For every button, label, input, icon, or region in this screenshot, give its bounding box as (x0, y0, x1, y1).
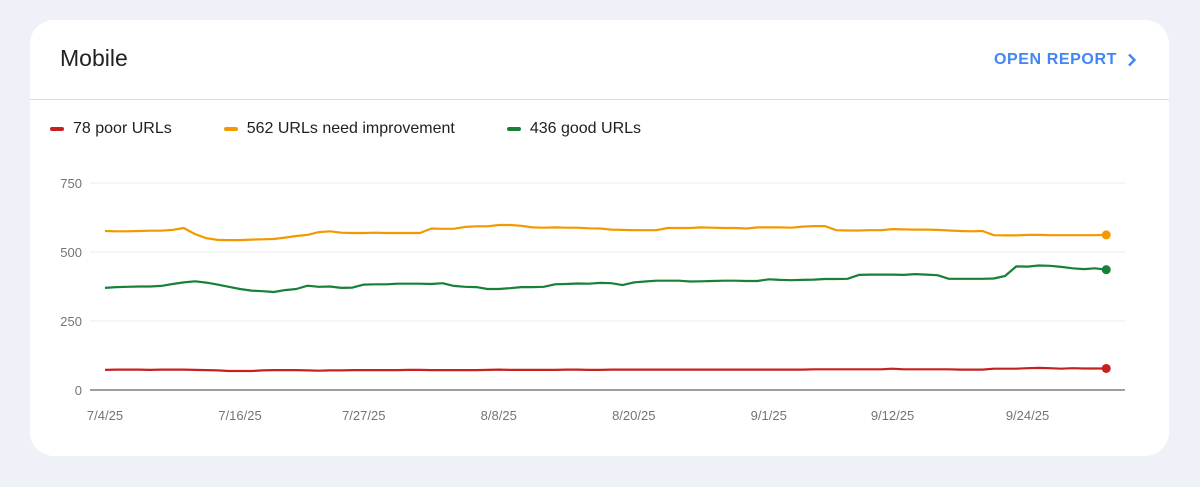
x-tick-label: 9/12/25 (871, 408, 914, 423)
good-swatch (506, 127, 521, 131)
legend-poor-label: 78 poor URLs (73, 120, 172, 137)
header-divider (30, 99, 1169, 100)
legend-need-improvement[interactable]: 562 URLs need improvement (223, 120, 455, 138)
poor-swatch (50, 127, 64, 131)
series-end-point-2 (1101, 265, 1111, 275)
x-tick-label: 8/8/25 (481, 408, 517, 423)
y-tick-label: 250 (60, 314, 82, 329)
series-line-2 (104, 264, 1107, 294)
legend-good[interactable]: 436 good URLs (506, 120, 642, 138)
series-line-1 (104, 223, 1107, 242)
legend-good-label: 436 good URLs (529, 120, 642, 137)
y-tick-label: 750 (60, 176, 82, 191)
legend-poor[interactable]: 78 poor URLs (50, 120, 172, 138)
chart-legend: 78 poor URLs 562 URLs need improvement 4… (50, 120, 693, 138)
series-line-0 (104, 366, 1107, 373)
x-tick-label: 9/1/25 (751, 408, 787, 423)
y-tick-label: 0 (75, 383, 82, 398)
series-end-point-0 (1101, 363, 1111, 373)
open-report-button[interactable]: OPEN REPORT (994, 51, 1137, 69)
x-tick-label: 7/27/25 (342, 408, 385, 423)
y-tick-label: 500 (60, 245, 82, 260)
x-tick-label: 8/20/25 (612, 408, 655, 423)
open-report-label: OPEN REPORT (993, 51, 1117, 68)
x-tick-label: 7/16/25 (218, 408, 261, 423)
need-improvement-swatch (223, 127, 238, 131)
mobile-card: Mobile OPEN REPORT 78 poor URLs 562 URLs… (30, 20, 1169, 456)
x-tick-label: 7/4/25 (87, 408, 123, 423)
x-tick-label: 9/24/25 (1006, 408, 1049, 423)
chevron-right-icon (1128, 53, 1137, 67)
legend-need-improvement-label: 562 URLs need improvement (246, 120, 455, 137)
card-title: Mobile (60, 45, 128, 71)
series-end-point-1 (1101, 230, 1111, 240)
